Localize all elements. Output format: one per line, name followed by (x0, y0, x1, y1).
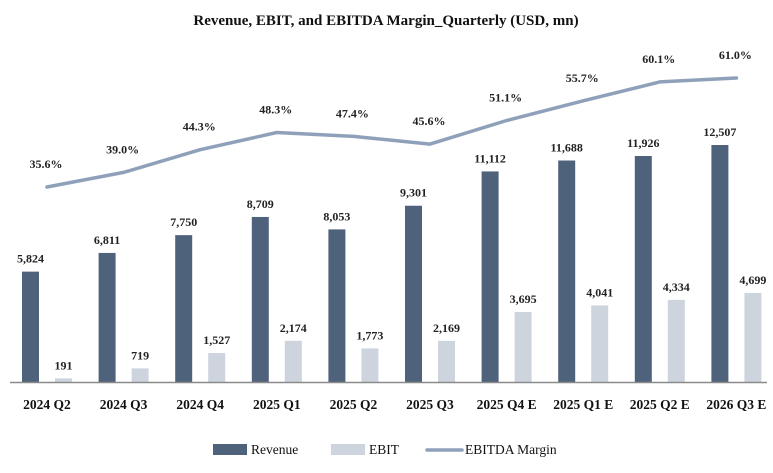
legend: Revenue EBIT EBITDA Margin (213, 442, 557, 457)
margin-data-label: 61.0% (719, 48, 752, 62)
ebit-data-label: 3,695 (510, 292, 537, 306)
bars-layer (22, 144, 762, 382)
margin-data-label: 48.3% (259, 103, 292, 117)
ebitda-margin-line (45, 76, 739, 189)
ebit-data-label: 1,773 (356, 328, 383, 342)
ebit-bar (55, 378, 72, 382)
revenue-data-label: 5,824 (17, 252, 44, 266)
x-tick-label: 2026 Q3 E (706, 397, 766, 412)
revenue-bar (328, 229, 346, 382)
revenue-data-label: 9,301 (400, 186, 427, 200)
revenue-data-label: 11,688 (551, 141, 583, 155)
x-tick-label: 2024 Q3 (100, 397, 148, 412)
ebit-data-label: 1,527 (203, 333, 230, 347)
revenue-bar (558, 160, 576, 382)
legend-label-ebit: EBIT (369, 442, 400, 457)
ebit-data-label: 191 (55, 358, 73, 372)
margin-data-label: 45.6% (413, 114, 446, 128)
revenue-bar (251, 216, 269, 382)
x-tick-label: 2024 Q4 (176, 397, 224, 412)
x-tick-label: 2024 Q2 (23, 397, 71, 412)
margin-data-label: 35.6% (30, 157, 63, 171)
revenue-data-label: 11,112 (474, 151, 506, 165)
legend-label-margin: EBITDA Margin (465, 442, 557, 457)
legend-swatch-ebit (331, 444, 365, 455)
ebit-bar (208, 353, 226, 382)
ebit-bar (361, 348, 379, 382)
revenue-bar (405, 205, 422, 382)
revenue-data-label: 8,053 (323, 209, 350, 223)
ebit-data-label: 2,174 (280, 321, 307, 335)
legend-swatch-revenue (213, 444, 247, 455)
x-tick-label: 2025 Q3 (406, 397, 454, 412)
revenue-data-label: 7,750 (170, 215, 197, 229)
x-tick-label: 2025 Q2 E (630, 397, 690, 412)
revenue-bar (634, 156, 652, 382)
margin-data-label: 39.0% (106, 142, 139, 156)
revenue-bar (22, 271, 39, 382)
margin-data-label: 51.1% (489, 91, 522, 105)
x-tick-label: 2025 Q1 (253, 397, 301, 412)
data-labels-layer: 5,824 191 35.6% 6,811 719 39.0% 7,750 1,527 44.3… (17, 48, 766, 372)
x-tick-label: 2025 Q4 E (477, 397, 537, 412)
ebit-data-label: 4,041 (586, 285, 613, 299)
ebit-data-label: 4,334 (663, 280, 690, 294)
x-tick-label: 2025 Q2 (330, 397, 378, 412)
x-axis-ticks: 2024 Q2 2024 Q3 2024 Q4 2025 Q1 2025 Q2 2025 … (23, 397, 766, 412)
revenue-bar (98, 252, 116, 382)
ebit-bar (438, 340, 455, 382)
margin-data-label: 44.3% (183, 120, 216, 134)
revenue-data-label: 11,926 (627, 136, 659, 150)
ebit-bar (667, 299, 685, 382)
margin-data-label: 47.4% (336, 106, 369, 120)
x-tick-label: 2025 Q1 E (553, 397, 613, 412)
ebit-bar (131, 368, 149, 382)
ebit-data-label: 719 (131, 348, 149, 362)
revenue-bar (175, 235, 193, 382)
legend-label-revenue: Revenue (251, 442, 298, 457)
revenue-data-label: 12,507 (703, 125, 736, 139)
revenue-bar (711, 144, 729, 382)
revenue-bar (481, 171, 499, 382)
margin-line-layer (45, 76, 739, 189)
revenue-data-label: 8,709 (247, 197, 274, 211)
chart-title: Revenue, EBIT, and EBITDA Margin_Quarter… (193, 13, 578, 29)
ebit-bar (514, 311, 532, 382)
ebit-data-label: 2,169 (433, 321, 460, 335)
ebit-bar (591, 305, 609, 382)
margin-data-label: 60.1% (642, 52, 675, 66)
ebit-bar (284, 340, 302, 382)
margin-data-label: 55.7% (566, 71, 599, 85)
ebit-bar (744, 292, 762, 382)
ebit-data-label: 4,699 (739, 273, 766, 287)
revenue-data-label: 6,811 (94, 233, 120, 247)
